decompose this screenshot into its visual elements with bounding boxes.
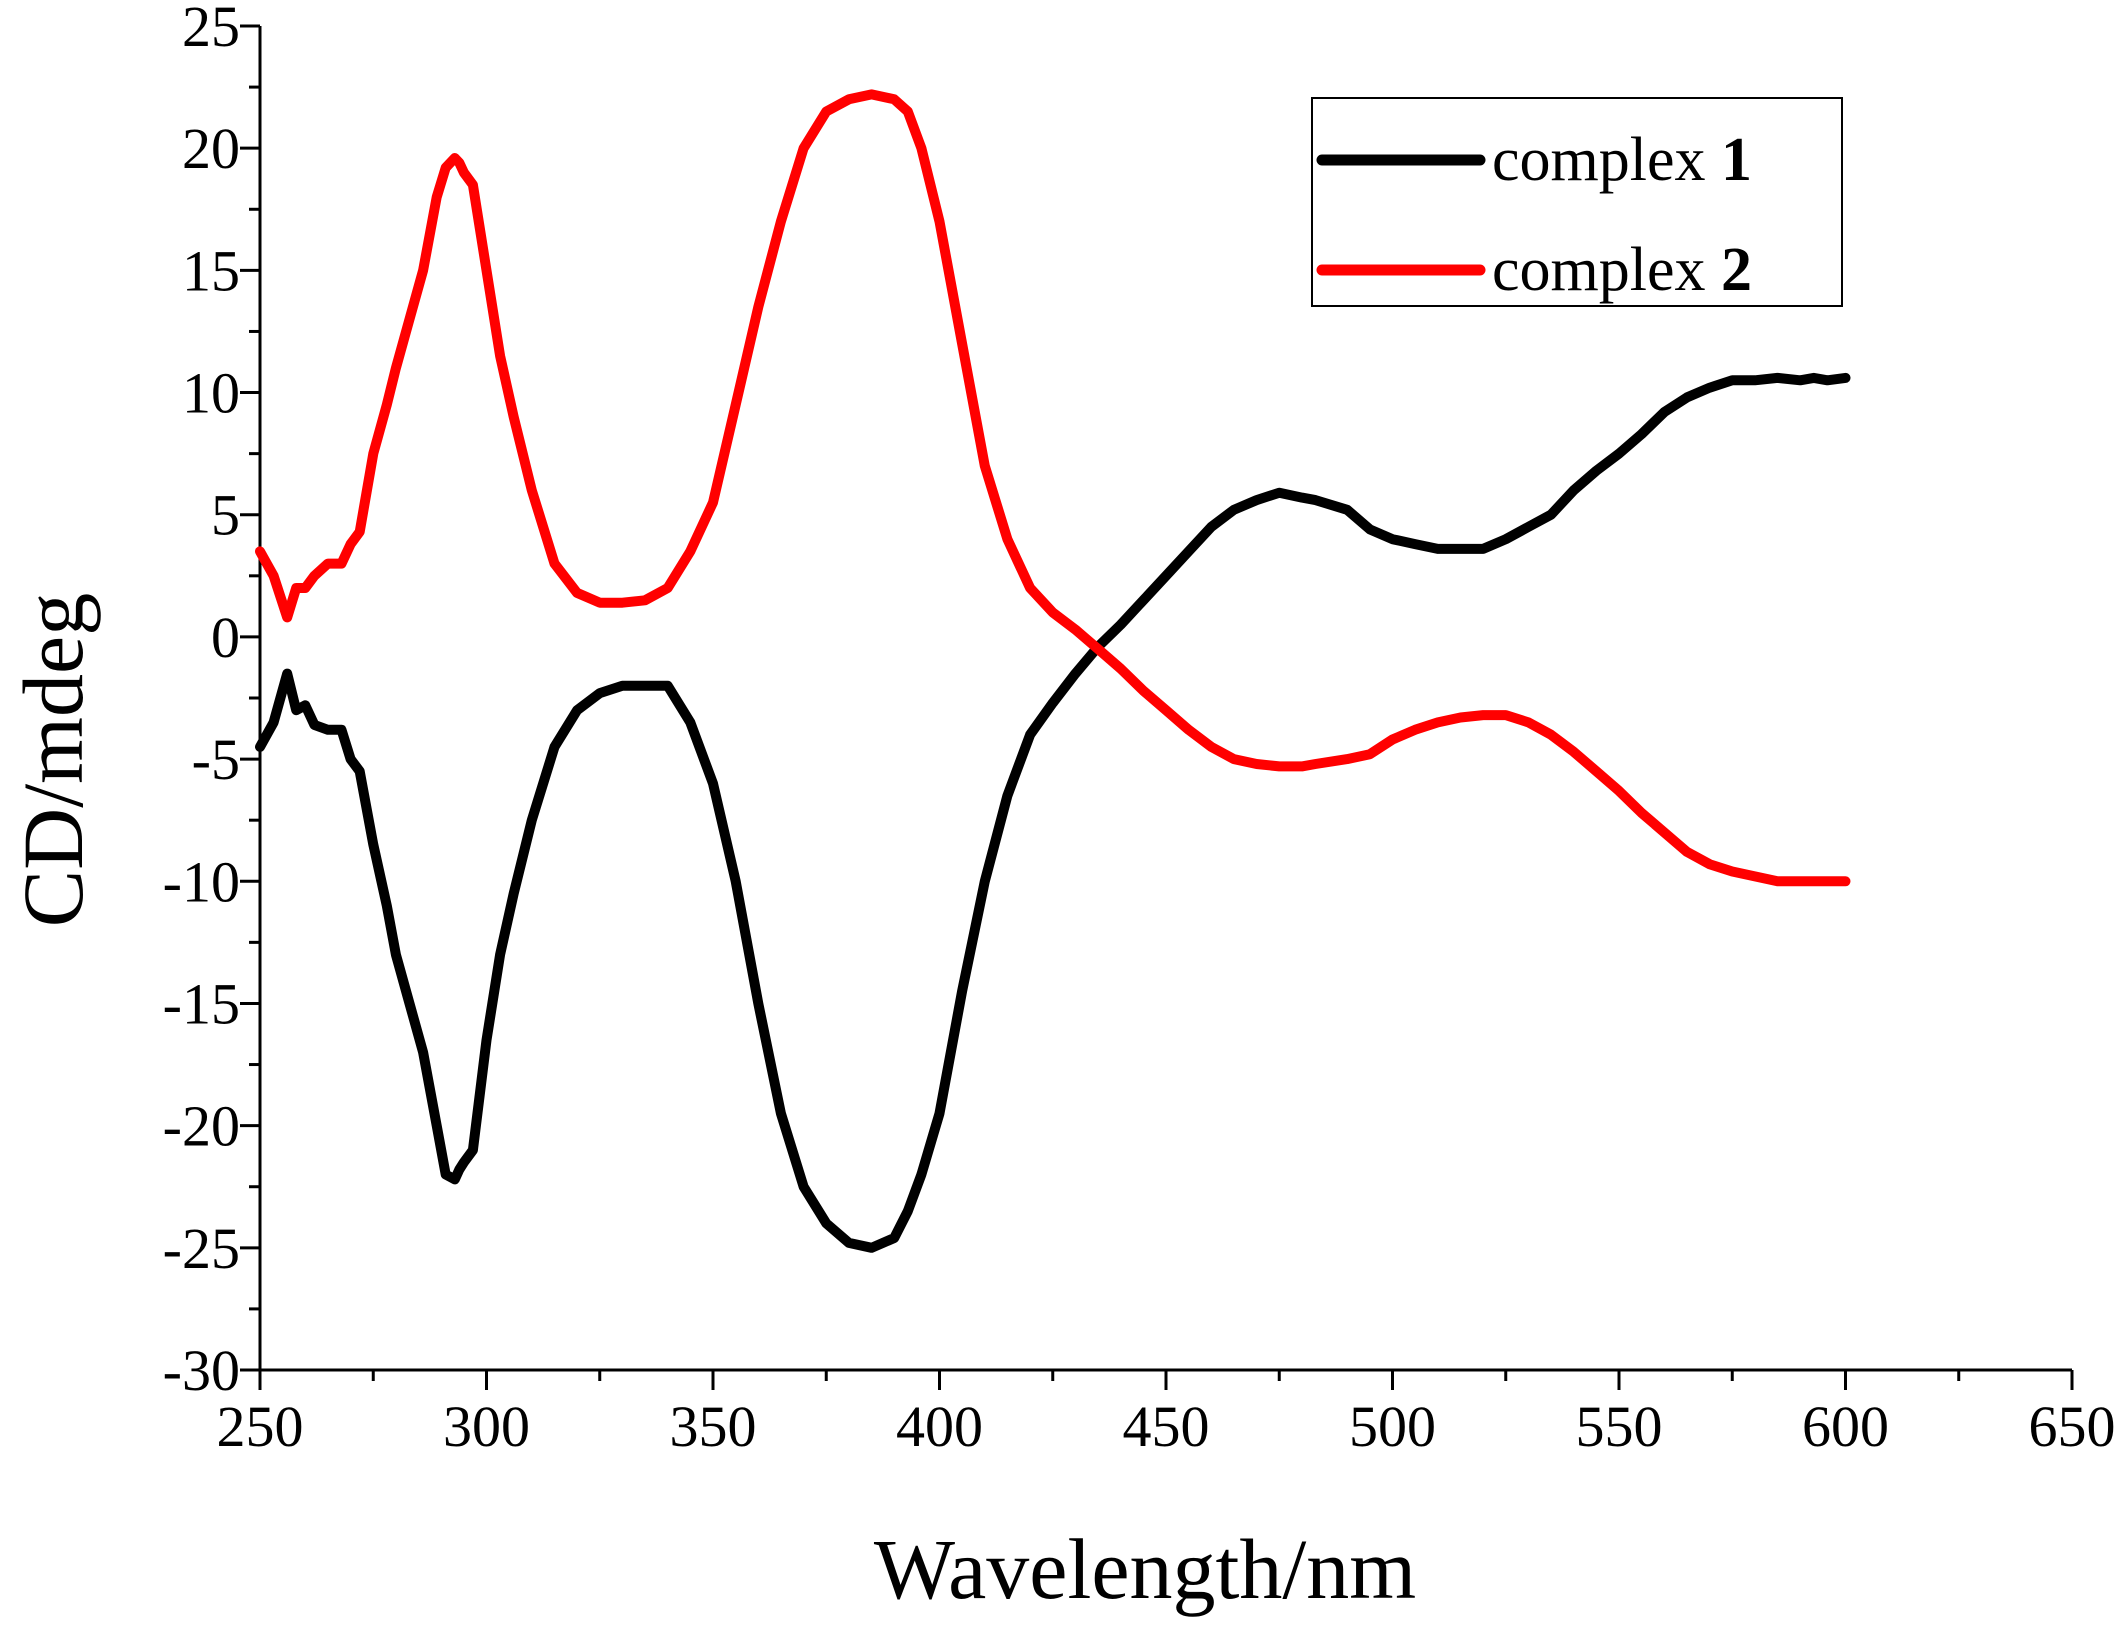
x-tick-label: 350 xyxy=(670,1394,757,1459)
y-axis-title: CD/mdeg xyxy=(5,593,101,927)
legend-label-text: complex xyxy=(1492,236,1721,304)
x-tick-label: 300 xyxy=(443,1394,530,1459)
y-tick-label: 25 xyxy=(182,0,240,59)
x-tick-label: 600 xyxy=(1802,1394,1889,1459)
series-lines xyxy=(255,89,1851,1253)
y-tick-label: 0 xyxy=(211,605,240,670)
y-tick-label: -30 xyxy=(163,1338,240,1403)
y-tick-label: -20 xyxy=(163,1094,240,1159)
y-tick-label: -15 xyxy=(163,971,240,1036)
y-tick-label: 20 xyxy=(182,116,240,181)
x-tick-label: 500 xyxy=(1349,1394,1436,1459)
y-tick-label: 5 xyxy=(211,483,240,548)
y-tick-label: -10 xyxy=(163,849,240,914)
x-axis-title: Wavelength/nm xyxy=(874,1521,1416,1617)
x-tick-label: 450 xyxy=(1123,1394,1210,1459)
series-line-2 xyxy=(255,89,1851,887)
x-tick-label: 250 xyxy=(217,1394,304,1459)
x-tick-label: 650 xyxy=(2029,1394,2116,1459)
legend-label-number: 1 xyxy=(1721,126,1752,194)
legend-label-2: complex 2 xyxy=(1492,236,1752,304)
legend-label-text: complex xyxy=(1492,126,1721,194)
y-tick-label: -25 xyxy=(163,1216,240,1281)
legend-label-number: 2 xyxy=(1721,236,1752,304)
x-tick-label: 400 xyxy=(896,1394,983,1459)
legend-label-1: complex 1 xyxy=(1492,126,1752,194)
axes: 250 300 350 400 450 500 550 600 650-30-25-20-15-… xyxy=(163,0,2116,1459)
y-tick-label: 10 xyxy=(182,361,240,426)
series-line-1 xyxy=(255,372,1851,1253)
y-tick-label: 15 xyxy=(182,238,240,303)
y-tick-label: -5 xyxy=(192,727,240,792)
x-tick-label: 550 xyxy=(1576,1394,1663,1459)
